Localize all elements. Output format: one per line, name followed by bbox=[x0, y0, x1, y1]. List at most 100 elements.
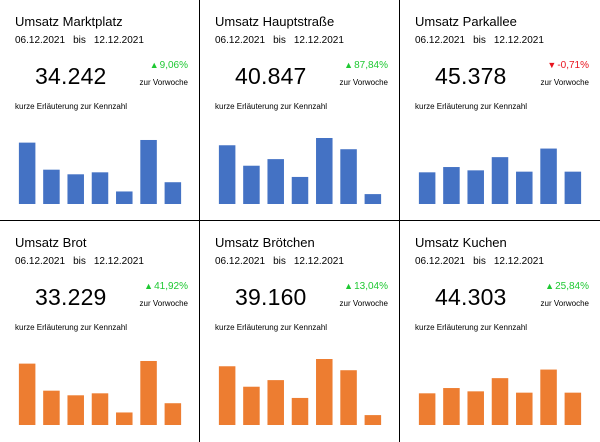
kpi-description: kurze Erläuterung zur Kennzahl bbox=[415, 323, 528, 332]
bar-chart bbox=[415, 138, 585, 204]
bar-chart-svg bbox=[218, 359, 382, 425]
date-to: 12.12.2021 bbox=[493, 256, 544, 267]
change-indicator: ▲25,84% bbox=[545, 281, 589, 292]
date-separator: bis bbox=[273, 256, 286, 267]
bar-chart bbox=[215, 359, 385, 425]
date-from: 06.12.2021 bbox=[215, 35, 266, 46]
bar bbox=[140, 139, 157, 204]
arrow-icon: ▲ bbox=[344, 60, 354, 70]
bar-chart bbox=[15, 359, 185, 425]
date-from: 06.12.2021 bbox=[415, 256, 466, 267]
date-range: 06.12.2021 bis 12.12.2021 bbox=[15, 256, 144, 267]
bar bbox=[467, 170, 484, 204]
bar-chart-svg bbox=[418, 148, 582, 204]
kpi-card-kuchen: Umsatz Kuchen 06.12.2021 bis 12.12.2021 44… bbox=[400, 221, 600, 442]
bar bbox=[491, 157, 509, 204]
bar bbox=[267, 159, 284, 204]
bar bbox=[243, 165, 260, 204]
change-label: zur Vorwoche bbox=[139, 299, 188, 308]
kpi-card-parkallee: Umsatz Parkallee 06.12.2021 bis 12.12.2021… bbox=[400, 0, 600, 221]
kpi-card-broetchen: Umsatz Brötchen 06.12.2021 bis 12.12.2021 … bbox=[200, 221, 400, 442]
bar bbox=[418, 393, 436, 425]
bar bbox=[340, 149, 357, 204]
bar bbox=[243, 386, 260, 425]
card-title: Umsatz Brot bbox=[15, 235, 87, 250]
kpi-value: 45.378 bbox=[435, 63, 507, 89]
kpi-description: kurze Erläuterung zur Kennzahl bbox=[215, 323, 328, 332]
date-range: 06.12.2021 bis 12.12.2021 bbox=[15, 35, 144, 46]
kpi-description: kurze Erläuterung zur Kennzahl bbox=[415, 102, 528, 111]
bar bbox=[340, 370, 357, 425]
bar-chart-svg bbox=[18, 360, 182, 425]
bar bbox=[43, 169, 60, 204]
bar bbox=[364, 415, 382, 425]
date-separator: bis bbox=[73, 35, 86, 46]
bar bbox=[116, 412, 133, 425]
kpi-value: 39.160 bbox=[235, 284, 307, 310]
bar bbox=[364, 194, 382, 204]
card-title: Umsatz Kuchen bbox=[415, 235, 507, 250]
bar bbox=[164, 403, 182, 425]
bar bbox=[316, 359, 333, 425]
change-label: zur Vorwoche bbox=[339, 78, 388, 87]
bar bbox=[116, 191, 133, 204]
bar bbox=[491, 378, 509, 425]
bar bbox=[218, 145, 236, 204]
change-indicator: ▲41,92% bbox=[144, 281, 188, 292]
arrow-icon: ▲ bbox=[149, 60, 159, 70]
bar bbox=[67, 174, 84, 204]
bar bbox=[540, 369, 557, 425]
arrow-icon: ▲ bbox=[344, 281, 354, 291]
date-to: 12.12.2021 bbox=[293, 35, 344, 46]
bar-chart-svg bbox=[218, 138, 382, 204]
bar bbox=[291, 176, 309, 204]
change-percent: 41,92% bbox=[154, 281, 188, 292]
date-separator: bis bbox=[73, 256, 86, 267]
bar bbox=[18, 142, 36, 204]
bar bbox=[316, 138, 333, 204]
arrow-icon: ▲ bbox=[144, 281, 154, 291]
date-from: 06.12.2021 bbox=[415, 35, 466, 46]
date-from: 06.12.2021 bbox=[215, 256, 266, 267]
bar bbox=[18, 363, 36, 425]
bar bbox=[540, 148, 557, 204]
bar bbox=[443, 388, 460, 425]
kpi-description: kurze Erläuterung zur Kennzahl bbox=[15, 102, 128, 111]
bar bbox=[516, 171, 533, 204]
change-label: zur Vorwoche bbox=[339, 299, 388, 308]
arrow-icon: ▲ bbox=[545, 281, 555, 291]
card-title: Umsatz Hauptstraße bbox=[215, 14, 335, 29]
bar-chart-svg bbox=[18, 139, 182, 204]
change-label: zur Vorwoche bbox=[540, 78, 589, 87]
bar bbox=[91, 172, 109, 204]
kpi-description: kurze Erläuterung zur Kennzahl bbox=[215, 102, 328, 111]
bar bbox=[291, 397, 309, 425]
kpi-card-brot: Umsatz Brot 06.12.2021 bis 12.12.2021 33.2… bbox=[0, 221, 200, 442]
bar bbox=[91, 393, 109, 425]
bar-chart-svg bbox=[418, 369, 582, 425]
bar bbox=[140, 360, 157, 425]
date-separator: bis bbox=[273, 35, 286, 46]
bar-chart bbox=[215, 138, 385, 204]
change-label: zur Vorwoche bbox=[139, 78, 188, 87]
change-indicator: ▲87,84% bbox=[344, 60, 388, 71]
card-title: Umsatz Marktplatz bbox=[15, 14, 123, 29]
date-from: 06.12.2021 bbox=[15, 256, 66, 267]
date-to: 12.12.2021 bbox=[493, 35, 544, 46]
kpi-card-hauptstrasse: Umsatz Hauptstraße 06.12.2021 bis 12.12.20… bbox=[200, 0, 400, 221]
date-range: 06.12.2021 bis 12.12.2021 bbox=[215, 35, 344, 46]
bar bbox=[443, 167, 460, 204]
change-indicator: ▲13,04% bbox=[344, 281, 388, 292]
date-to: 12.12.2021 bbox=[93, 35, 144, 46]
bar bbox=[267, 380, 284, 425]
date-range: 06.12.2021 bis 12.12.2021 bbox=[215, 256, 344, 267]
change-indicator: ▼-0,71% bbox=[547, 60, 589, 71]
kpi-card-marktplatz: Umsatz Marktplatz 06.12.2021 bis 12.12.202… bbox=[0, 0, 200, 221]
kpi-value: 40.847 bbox=[235, 63, 307, 89]
change-percent: 25,84% bbox=[555, 281, 589, 292]
bar bbox=[564, 171, 582, 204]
bar bbox=[564, 392, 582, 425]
bar bbox=[516, 392, 533, 425]
date-range: 06.12.2021 bis 12.12.2021 bbox=[415, 35, 544, 46]
date-from: 06.12.2021 bbox=[15, 35, 66, 46]
